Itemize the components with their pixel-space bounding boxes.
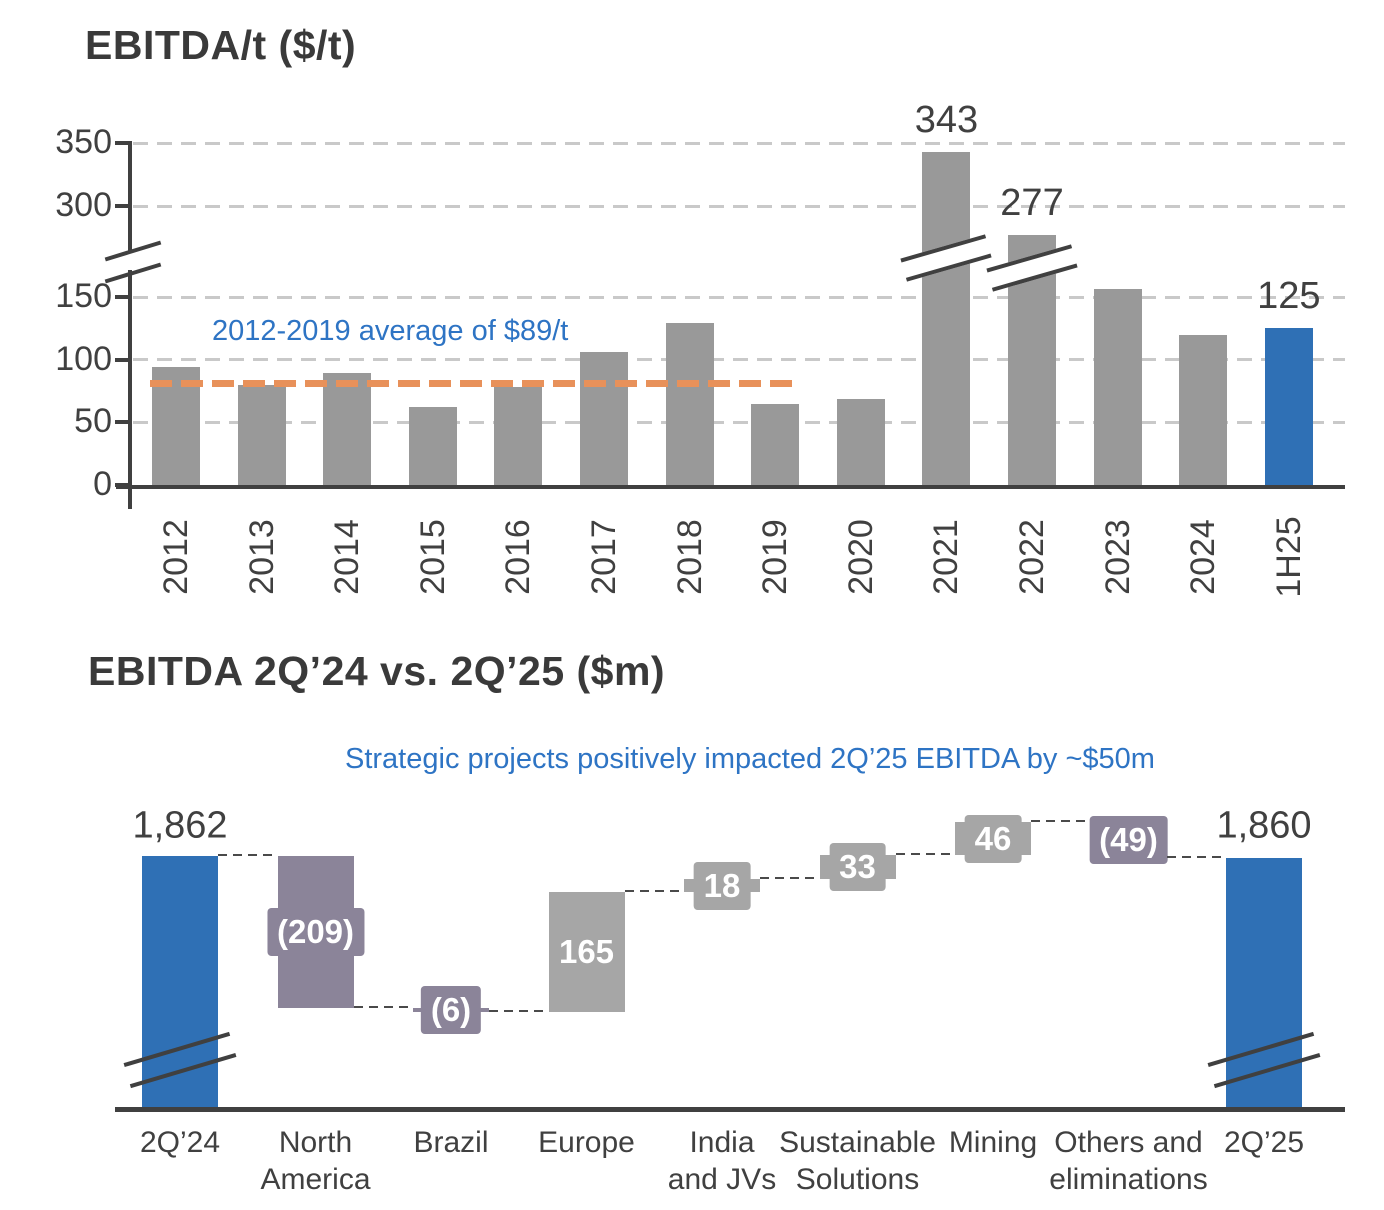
x-axis-line (116, 485, 1345, 489)
average-line (150, 380, 800, 388)
wf-category-label-sustainable-solutions: Sustainable Solutions (779, 1126, 936, 1196)
y-tick-label-50: 50 (74, 402, 112, 441)
wf-x-axis-line (115, 1107, 1345, 1112)
bar-2023 (1093, 289, 1142, 485)
wf-badge-others-and-eliminations: (49) (1089, 815, 1168, 864)
wf-badge-mining: 46 (964, 814, 1022, 863)
y-tick-label-150: 150 (55, 277, 112, 315)
gridline-50 (133, 420, 1345, 424)
wf-connector-5 (760, 877, 820, 880)
wf-total-label-2q-25: 1,860 (1216, 804, 1312, 847)
bar-2016 (494, 387, 543, 485)
gridline-350 (133, 141, 1345, 145)
top-chart-title: EBITDA/t ($/t) (85, 22, 357, 68)
wf-bar-2q-24 (142, 856, 218, 1107)
bar-2024 (1179, 334, 1228, 485)
bar-2018 (665, 323, 714, 485)
y-tick-label-100: 100 (55, 339, 112, 378)
bar-2013 (237, 384, 286, 485)
y-tick-300 (115, 204, 129, 208)
value-label-2022: 277 (1000, 181, 1064, 224)
y-tick-150 (115, 295, 129, 299)
gridline-100 (133, 358, 1345, 362)
gridline-300 (133, 204, 1345, 208)
wf-connector-8 (1166, 855, 1226, 858)
wf-connector-6 (895, 853, 955, 856)
waterfall-title: EBITDA 2Q’24 vs. 2Q’25 ($m) (88, 648, 666, 694)
y-tick-label-350: 350 (55, 123, 112, 161)
wf-connector-2 (353, 1005, 413, 1008)
wf-bar-2q-25 (1226, 857, 1302, 1107)
value-label-1h25: 125 (1257, 275, 1321, 318)
wf-badge-north-america: (209) (266, 908, 365, 957)
top-chart-average-annotation: 2012-2019 average of $89/t (212, 315, 569, 347)
wf-category-label-mining: Mining (948, 1126, 1038, 1159)
bar-2014 (323, 373, 372, 485)
y-axis-line (128, 141, 132, 509)
wf-category-label-2q-24: 2Q’24 (139, 1126, 221, 1159)
gridline-150 (133, 295, 1345, 299)
axis-break-gap (126, 252, 134, 270)
bar-1h25 (1264, 328, 1313, 485)
y-tick-0 (115, 483, 129, 487)
wf-category-label-north-america: North America (260, 1126, 371, 1196)
bar-2021 (922, 151, 971, 485)
wf-connector-3 (489, 1010, 549, 1013)
wf-category-label-2q-25: 2Q’25 (1223, 1126, 1305, 1159)
wf-category-label-india-and-jvs: India and JVs (667, 1126, 777, 1196)
wf-badge-india-and-jvs: 18 (693, 861, 751, 910)
wf-badge-europe: 165 (548, 928, 625, 977)
wf-total-label-2q-24: 1,862 (132, 804, 228, 847)
value-label-2021: 343 (914, 98, 979, 141)
y-tick-350 (115, 141, 129, 145)
wf-badge-sustainable-solutions: 33 (829, 843, 886, 892)
wf-category-label-brazil: Brazil (413, 1126, 489, 1159)
bar-2015 (408, 407, 457, 485)
y-tick-label-300: 300 (55, 186, 112, 224)
y-tick-50 (115, 420, 129, 425)
wf-connector-7 (1031, 819, 1091, 822)
wf-badge-brazil: (6) (420, 986, 482, 1035)
bar-2020 (836, 398, 885, 485)
bar-2019 (751, 403, 800, 485)
y-tick-label-0: 0 (93, 465, 112, 503)
wf-connector-4 (624, 890, 684, 893)
bar-2017 (580, 352, 628, 485)
waterfall-annotation: Strategic projects positively impacted 2… (345, 743, 1155, 775)
y-tick-100 (115, 357, 129, 362)
wf-connector-1 (218, 854, 278, 857)
wf-category-label-others-and-eliminations: Others and eliminations (1049, 1126, 1208, 1196)
wf-category-label-europe: Europe (538, 1126, 635, 1159)
